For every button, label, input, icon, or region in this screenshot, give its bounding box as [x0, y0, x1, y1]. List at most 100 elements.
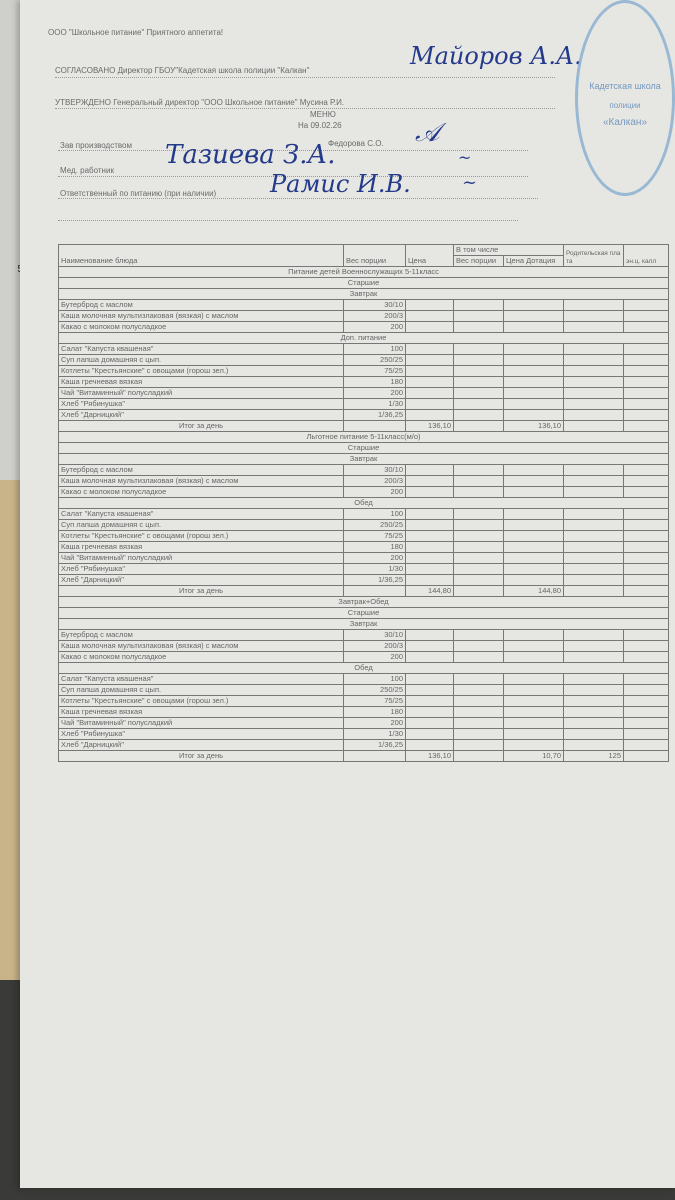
table-row: Котлеты "Крестьянские" с овощами (горош … — [58, 365, 669, 377]
column-header-parent: Родительская плата — [563, 244, 624, 267]
dish-name: Котлеты "Крестьянские" с овощами (горош … — [58, 365, 344, 377]
responsible-label: Ответственный по питанию (при наличии) — [60, 189, 217, 198]
empty-cell — [503, 376, 564, 388]
total-price: 136,10 — [405, 420, 454, 432]
table-row: Бутерброд с маслом 30/10 — [58, 629, 669, 641]
empty-cell — [453, 574, 504, 586]
dish-name: Хлеб "Рябинушка" — [58, 398, 344, 410]
empty-cell — [405, 310, 454, 322]
table-row: Суп лапша домашняя с цып. 250/25 — [58, 354, 669, 366]
section-title-row-label: Питание детей Военнослужащих 5-11класс — [58, 266, 669, 278]
empty-cell — [503, 728, 564, 740]
empty-cell — [623, 574, 669, 586]
dish-name: Суп лапша домашняя с цып. — [58, 519, 344, 531]
dish-weight: 1/36,25 — [343, 739, 406, 751]
dish-weight: 250/25 — [343, 519, 406, 531]
empty-cell — [563, 552, 624, 564]
empty-cell — [503, 629, 564, 641]
group-row-label: Старшие — [58, 442, 669, 454]
section-title-row-label: Завтрак+Обед — [58, 596, 669, 608]
empty-cell — [453, 552, 504, 564]
empty-cell — [623, 717, 669, 729]
total-label: Итог за день — [58, 750, 344, 762]
total-parent-fee — [563, 585, 624, 597]
empty-cell — [453, 530, 504, 542]
dish-weight: 100 — [343, 673, 406, 685]
empty-cell — [503, 739, 564, 751]
divider — [55, 108, 555, 109]
empty-cell — [503, 717, 564, 729]
table-row: Бутерброд с маслом 30/10 — [58, 464, 669, 476]
empty-cell — [563, 365, 624, 377]
total-subsidy: 10,70 — [503, 750, 564, 762]
empty-cell — [563, 354, 624, 366]
empty-cell — [343, 750, 406, 762]
empty-cell — [563, 739, 624, 751]
dish-name: Суп лапша домашняя с цып. — [58, 354, 344, 366]
empty-cell — [563, 464, 624, 476]
empty-cell — [405, 343, 454, 355]
empty-cell — [453, 420, 504, 432]
column-header-subsidy: Цена Дотация — [503, 255, 564, 267]
medic-label: Мед. работник — [60, 166, 114, 175]
column-header-name: Наименование блюда — [58, 244, 344, 267]
stamp-text: Кадетская школа — [589, 81, 661, 91]
empty-cell — [503, 574, 564, 586]
dish-weight: 30/10 — [343, 629, 406, 641]
empty-cell — [405, 541, 454, 553]
empty-cell — [623, 475, 669, 487]
total-parent-fee: 125 — [563, 750, 624, 762]
empty-cell — [453, 365, 504, 377]
empty-cell — [563, 310, 624, 322]
responsible-initials-signature: ~ — [462, 172, 478, 193]
empty-cell — [453, 299, 504, 311]
empty-cell — [563, 717, 624, 729]
empty-cell — [503, 519, 564, 531]
empty-cell — [623, 728, 669, 740]
group-row: Старшие — [58, 607, 669, 619]
dish-name: Котлеты "Крестьянские" с овощами (горош … — [58, 530, 344, 542]
empty-cell — [453, 310, 504, 322]
table-row: Салат "Капуста квашеная" 100 — [58, 508, 669, 520]
medic-initials-signature: ~ — [458, 148, 472, 167]
dish-weight: 200 — [343, 321, 406, 333]
empty-cell — [453, 629, 504, 641]
empty-cell — [453, 684, 504, 696]
dish-weight: 75/25 — [343, 365, 406, 377]
column-header-sub-weight: Вес порции — [453, 255, 504, 267]
dish-weight: 250/25 — [343, 684, 406, 696]
empty-cell — [503, 354, 564, 366]
menu-table: Наименование блюда Вес порции Цена В том… — [58, 244, 669, 762]
section-title-row: Завтрак+Обед — [58, 596, 669, 608]
empty-cell — [405, 519, 454, 531]
production-name: Федорова С.О. — [328, 139, 384, 148]
empty-cell — [623, 585, 669, 597]
meal-title-row: Доп. питание — [58, 332, 669, 344]
empty-cell — [623, 464, 669, 476]
dish-weight: 180 — [343, 376, 406, 388]
empty-cell — [453, 475, 504, 487]
empty-cell — [503, 486, 564, 498]
section-title-row-label: Льготное питание 5-11класс(м/о) — [58, 431, 669, 443]
empty-cell — [623, 563, 669, 575]
empty-cell — [623, 695, 669, 707]
empty-cell — [503, 299, 564, 311]
divider — [58, 220, 518, 221]
dish-weight: 200 — [343, 651, 406, 663]
dish-weight: 200 — [343, 552, 406, 564]
empty-cell — [503, 464, 564, 476]
stamp-text: «Калкан» — [602, 117, 648, 128]
empty-cell — [453, 750, 504, 762]
table-row: Чай "Витаминный" полусладкий 200 — [58, 552, 669, 564]
empty-cell — [623, 739, 669, 751]
empty-cell — [405, 409, 454, 421]
group-row-label: Старшие — [58, 277, 669, 289]
document-title: МЕНЮ — [310, 110, 336, 119]
empty-cell — [453, 728, 504, 740]
divider — [55, 77, 555, 78]
table-row: Хлеб "Дарницкий" 1/36,25 — [58, 409, 669, 421]
total-price: 144,80 — [405, 585, 454, 597]
empty-cell — [453, 519, 504, 531]
dish-weight: 180 — [343, 706, 406, 718]
divider — [58, 176, 528, 177]
